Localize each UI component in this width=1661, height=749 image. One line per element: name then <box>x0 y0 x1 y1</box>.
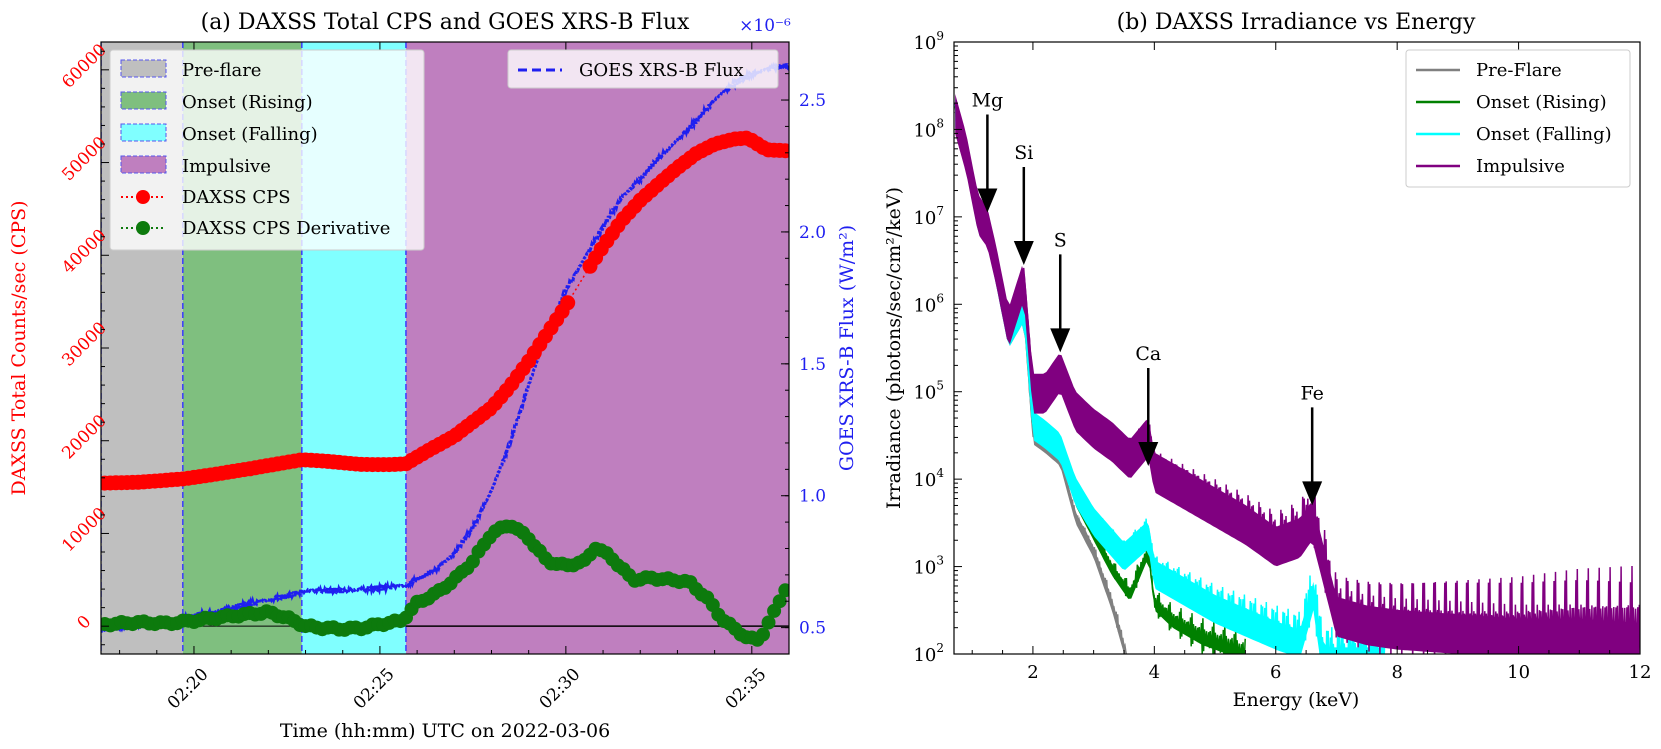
panel-a: 02:20 02:25 02:30 02:35 0100002000030000400… <box>8 10 858 742</box>
legend-label: Onset (Falling) <box>182 124 318 145</box>
cps-point <box>560 295 576 311</box>
annotation-label: Si <box>1014 142 1033 164</box>
goes-flux-line <box>101 60 789 637</box>
annotation-label: Ca <box>1135 343 1161 365</box>
legend-b: Pre-Flare Onset (Rising) Onset (Falling)… <box>1405 49 1631 188</box>
x-tick-label: 02:20 <box>164 664 213 713</box>
plot-area-a <box>101 60 789 647</box>
y-tick-label: 102 <box>913 641 944 666</box>
legend-label: Onset (Rising) <box>182 92 313 113</box>
spectrum-line <box>954 102 1640 654</box>
legend-label: Onset (Rising) <box>1476 92 1607 113</box>
x-tick-label: 02:30 <box>536 664 585 713</box>
legend-label: Impulsive <box>1476 156 1565 177</box>
derivative-point <box>772 594 787 609</box>
legend-swatch-impulsive <box>120 155 167 174</box>
cps-point <box>777 143 789 159</box>
legend-swatch-preflare <box>120 59 167 78</box>
annotation-label: S <box>1054 229 1067 251</box>
plot-area-b <box>954 94 1640 654</box>
legend-label: Pre-Flare <box>1476 60 1562 81</box>
x-tick-label: 02:25 <box>350 664 399 713</box>
x-tick-label: 10 <box>1507 662 1530 683</box>
panel-b: 2 4 6 8 10 12 102 103 104 105 106 107 108 109 Mg Si S C… <box>883 10 1651 711</box>
x-tick-label: 6 <box>1270 662 1281 683</box>
y-tick-label-right: 1.5 <box>799 355 826 375</box>
chart-title-b: (b) DAXSS Irradiance vs Energy <box>1117 10 1476 35</box>
x-axis-label-b: Energy (keV) <box>1233 689 1360 711</box>
y-tick-label-right: 1.0 <box>799 487 826 507</box>
chart-title-a: (a) DAXSS Total CPS and GOES XRS-B Flux <box>201 10 690 35</box>
y-axis-label-left-a: DAXSS Total Counts/sec (CPS) <box>8 200 30 495</box>
legend-swatch-rising <box>120 91 167 110</box>
spectrum-line <box>954 103 1386 654</box>
legend-a-right: GOES XRS-B Flux <box>507 49 779 89</box>
y-tick-label-left: 0 <box>74 612 96 634</box>
legend-swatch-falling <box>120 123 167 142</box>
annotation-label: Fe <box>1300 382 1323 404</box>
spectrum-line <box>954 106 1246 654</box>
annotation-label: Mg <box>972 89 1004 111</box>
annotation-arrow-head <box>1302 481 1323 506</box>
legend-label: DAXSS CPS Derivative <box>182 218 390 239</box>
legend-label: Pre-flare <box>182 60 261 81</box>
derivative-point <box>778 583 789 598</box>
x-tick-label: 2 <box>1027 662 1038 683</box>
legend-label: GOES XRS-B Flux <box>579 60 744 81</box>
x-tick-label: 12 <box>1629 662 1652 683</box>
legend-marker-cps <box>136 190 150 204</box>
legend-box <box>109 49 425 251</box>
legend-box <box>507 49 779 89</box>
x-axis-label-a: Time (hh:mm) UTC on 2022-03-06 <box>280 720 610 742</box>
y-tick-label: 104 <box>913 466 944 491</box>
y-axis-label-right-a: GOES XRS-B Flux (W/m²) <box>836 225 858 471</box>
y-axis-b: 102 103 104 105 106 107 108 109 <box>913 29 962 666</box>
legend-label: Impulsive <box>182 156 271 177</box>
annotation-arrow-head <box>1138 442 1159 467</box>
legend-label: Onset (Falling) <box>1476 124 1612 145</box>
spectrum-band <box>955 109 1126 654</box>
annotation-arrow-head <box>1050 328 1071 353</box>
y-tick-label-right: 2.5 <box>799 91 826 111</box>
y-axis-right-a: 0.5 1.0 1.5 2.0 2.5 <box>781 73 826 639</box>
element-annotations: Mg Si S Ca Fe <box>972 89 1324 506</box>
y-tick-label: 106 <box>913 291 944 316</box>
legend-box <box>1405 49 1631 188</box>
y-axis-label-b: Irradiance (photons/sec/cm²/keV) <box>883 187 905 509</box>
x-axis-b: 2 4 6 8 10 12 <box>971 42 1652 683</box>
legend-label: DAXSS CPS <box>182 187 291 208</box>
derivative-point <box>761 615 776 630</box>
plot-frame-b <box>953 41 1641 655</box>
y-tick-label-right: 2.0 <box>799 223 826 243</box>
derivative-point <box>756 627 770 642</box>
x-tick-label: 02:35 <box>722 664 771 713</box>
y-tick-label: 107 <box>913 204 944 229</box>
legend-marker-derivative <box>136 221 150 235</box>
annotation-arrow-head <box>1013 240 1034 265</box>
y-tick-label: 108 <box>913 116 944 141</box>
annotation-arrow-head <box>977 188 998 213</box>
y-tick-label: 105 <box>913 379 944 404</box>
right-axis-multiplier: ×10⁻⁶ <box>739 16 791 36</box>
y-tick-label: 103 <box>913 554 944 579</box>
y-tick-label: 109 <box>913 29 944 54</box>
legend-a-left: Pre-flare Onset (Rising) Onset (Falling)… <box>109 49 425 251</box>
x-tick-label: 4 <box>1149 662 1160 683</box>
x-tick-label: 8 <box>1391 662 1402 683</box>
y-tick-label-right: 0.5 <box>799 619 826 639</box>
